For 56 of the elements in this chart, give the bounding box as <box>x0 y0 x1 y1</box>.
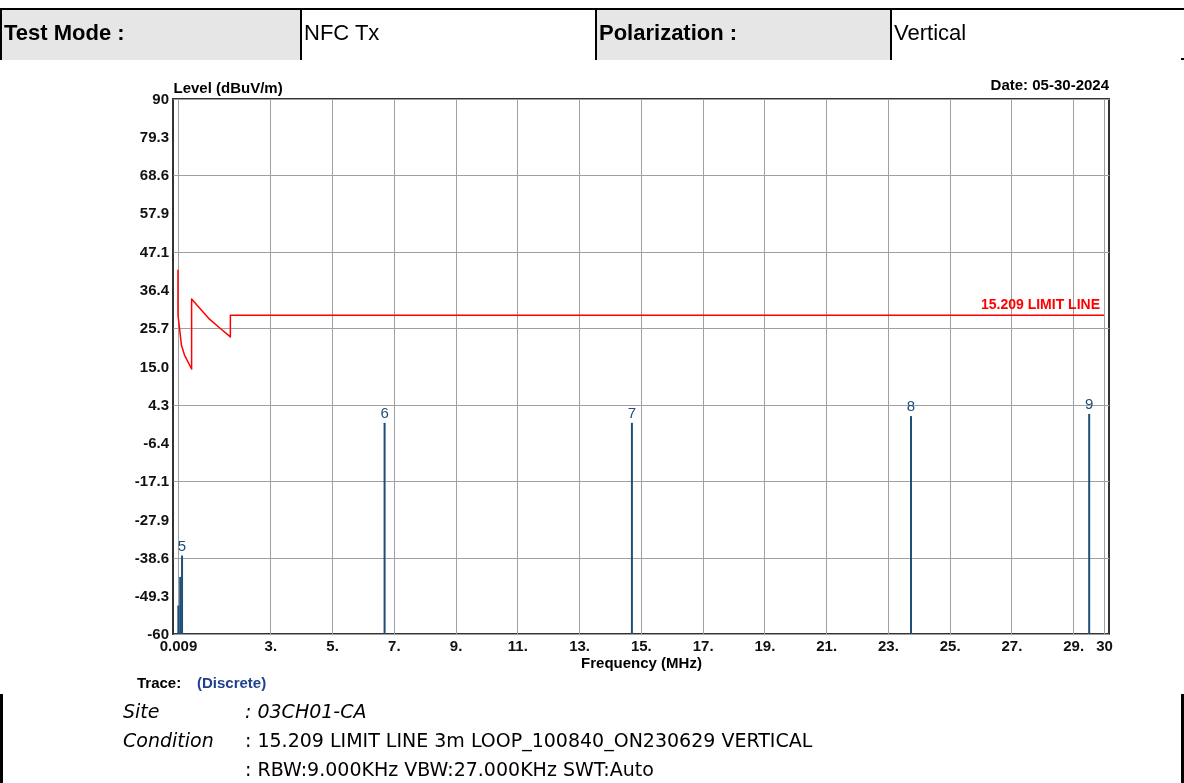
text: : RBW:9.000KHz VBW:27.000KHz SWT:Auto <box>245 758 654 780</box>
y-tick-label: 36.4 <box>139 281 170 299</box>
x-tick-label: 17. <box>692 636 714 654</box>
text: NFC Tx <box>300 10 595 60</box>
text: Vertical <box>890 10 1184 60</box>
x-tick-label: 3. <box>264 636 278 654</box>
text: Test Mode : <box>0 10 300 60</box>
x-tick-label: 29. <box>1063 636 1085 654</box>
x-tick-label: 5. <box>326 636 339 654</box>
line-series <box>177 269 1105 370</box>
annotation: 8 <box>906 397 916 415</box>
text: Site <box>123 700 160 722</box>
x-tick-label: 23. <box>877 636 899 654</box>
annotation: 7 <box>627 403 637 421</box>
y-tick-label: -49.3 <box>134 586 169 604</box>
y-tick-label: 90 <box>152 90 169 107</box>
y-tick-label: 47.1 <box>139 243 169 261</box>
x-tick-label: 25. <box>939 636 961 654</box>
x-tick-label: 7. <box>388 636 401 654</box>
y-tick-label: 15.0 <box>139 357 169 375</box>
text: Condition <box>123 729 214 751</box>
text: : 15.209 LIMIT LINE 3m LOOP_100840_ON230629 VERTICAL <box>245 729 813 751</box>
y-tick-label: -17.1 <box>134 471 169 489</box>
y-tick-label: -60 <box>147 625 169 642</box>
bar <box>910 416 913 634</box>
annotation: 9 <box>1085 394 1094 412</box>
x-tick-label: 19. <box>754 636 776 654</box>
x-tick-label: 11. <box>507 636 528 654</box>
x-tick-label: 27. <box>1001 636 1023 654</box>
y-tick-label: -38.6 <box>134 548 169 566</box>
x-tick-label: 9. <box>449 636 463 654</box>
x-tick-label: 15. <box>630 636 652 654</box>
bar <box>630 422 633 634</box>
text: Polarization : <box>595 10 890 60</box>
x-tick-label: 30 <box>1096 636 1113 654</box>
bar <box>181 555 184 634</box>
y-tick-label: 57.9 <box>139 204 169 222</box>
annotation: 6 <box>380 403 389 421</box>
bar <box>383 422 386 634</box>
y-tick-label: -6.4 <box>143 433 170 451</box>
annotation: 5 <box>177 536 187 554</box>
y-tick-label: 25.7 <box>139 319 169 337</box>
series-label: 15.209 LIMIT LINE <box>980 296 1100 313</box>
bar <box>1088 413 1091 634</box>
y-tick-label: 4.3 <box>148 395 169 413</box>
text: : 03CH01-CA <box>245 700 367 722</box>
text: Trace: <box>137 674 182 691</box>
y-tick-label: 79.3 <box>139 128 169 146</box>
x-axis-title: Frequency (MHz) <box>581 653 702 671</box>
x-tick-label: 13. <box>569 636 591 654</box>
text: Date: 05-30-2024 <box>990 76 1110 93</box>
y-axis-title: Level (dBuV/m) <box>173 78 283 96</box>
y-tick-label: 68.6 <box>139 166 169 184</box>
x-tick-label: 21. <box>816 636 838 654</box>
y-tick-label: -27.9 <box>134 510 169 528</box>
text: (Discrete) <box>197 674 267 691</box>
